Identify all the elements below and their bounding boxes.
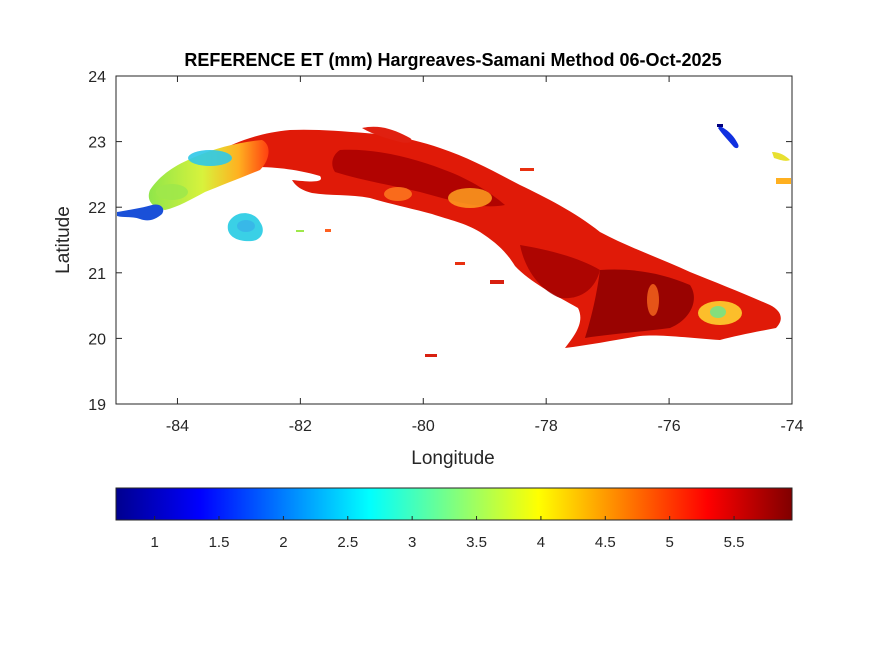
hot-zone-east (585, 269, 694, 338)
y-tick-label: 24 (88, 69, 106, 86)
mild-zone-2 (384, 187, 412, 201)
y-tick-label: 21 (88, 266, 106, 283)
x-tick-label: -76 (658, 418, 681, 435)
colorbar-tick-label: 4 (537, 534, 545, 551)
east-islands-edge (776, 178, 791, 184)
colorbar-tick-label: 1.5 (209, 534, 230, 551)
x-tick-label: -78 (535, 418, 558, 435)
east-lake-dark (717, 124, 723, 127)
mild-zone-5 (647, 284, 659, 316)
colorbar-tick-label: 3 (408, 534, 416, 551)
x-tick-label: -80 (412, 418, 435, 435)
east-lake (718, 126, 739, 149)
x-tick-label: -84 (166, 418, 189, 435)
cay-2 (455, 262, 465, 265)
cay-4 (425, 354, 437, 357)
colorbar (115, 487, 793, 521)
colorbar-tick-label: 5 (666, 534, 674, 551)
colorbar-tick-label: 2.5 (337, 534, 358, 551)
x-tick-label: -74 (780, 418, 803, 435)
northern-cays (362, 126, 412, 143)
cay-6 (296, 230, 304, 232)
colorbar-tick-label: 2 (279, 534, 287, 551)
cay-3 (490, 280, 504, 284)
colorbar-tick-label: 5.5 (724, 534, 745, 551)
east-islands (772, 152, 790, 161)
y-tick-label: 22 (88, 200, 106, 217)
colorbar-tick-label: 1 (150, 534, 158, 551)
western-green-zone (156, 184, 188, 200)
y-tick-label: 20 (88, 331, 106, 348)
y-axis-label: Latitude (53, 206, 74, 274)
chart-title: REFERENCE ET (mm) Hargreaves-Samani Meth… (184, 50, 721, 70)
y-tick-label: 19 (88, 397, 106, 414)
colorbar-tick-label: 4.5 (595, 534, 616, 551)
colorbar-tick-label: 3.5 (466, 534, 487, 551)
y-axis: 19 20 21 22 23 24 (88, 69, 792, 414)
hot-zone-south (520, 245, 600, 299)
x-axis: -84 -82 -80 -78 -76 -74 (166, 76, 804, 435)
mild-zone-1 (448, 188, 492, 208)
western-lagoon (117, 204, 164, 221)
map-data-layer (117, 124, 791, 357)
cay-5 (325, 229, 331, 232)
colorbar-ticks: 1 1.5 2 2.5 3 3.5 4 4.5 5 5.5 (150, 516, 744, 551)
cay-1 (520, 168, 534, 171)
map-frame (115, 75, 793, 405)
isla-core (237, 220, 255, 232)
x-axis-label: Longitude (411, 448, 494, 469)
y-tick-label: 23 (88, 135, 106, 152)
mild-zone-4 (710, 306, 726, 318)
x-tick-label: -82 (289, 418, 312, 435)
western-cool-zone (188, 150, 232, 166)
